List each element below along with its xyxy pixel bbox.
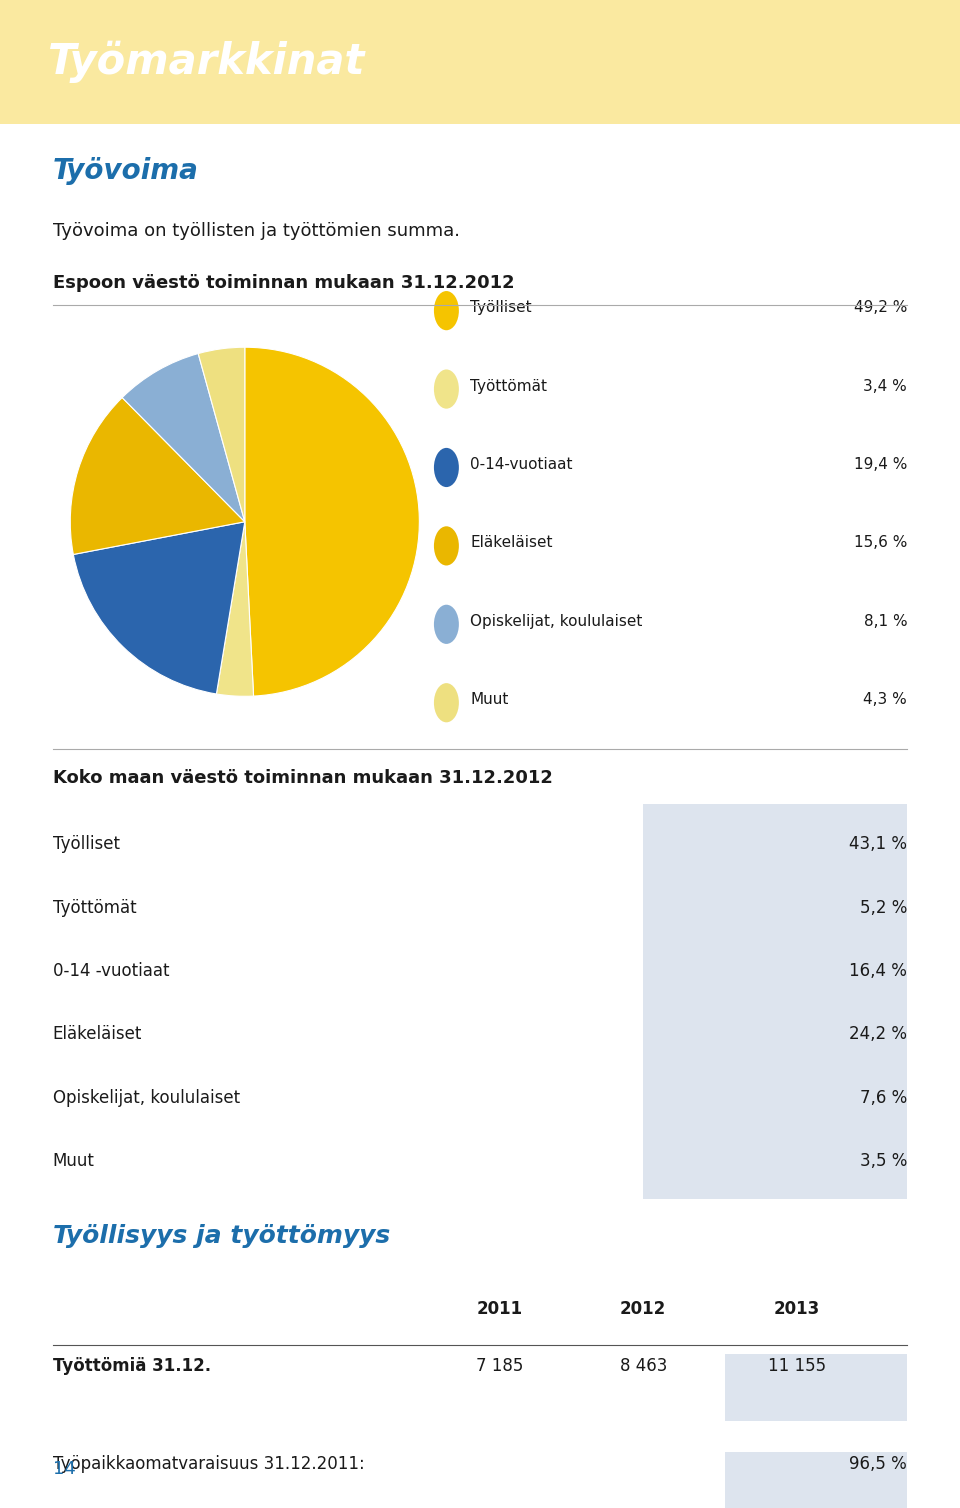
Text: 11 155: 11 155 — [768, 1357, 826, 1375]
Wedge shape — [73, 522, 245, 694]
Text: 5,2 %: 5,2 % — [860, 899, 907, 917]
Text: Työlliset: Työlliset — [470, 300, 532, 315]
Wedge shape — [122, 353, 245, 522]
Text: 2011: 2011 — [476, 1300, 522, 1318]
Text: 2012: 2012 — [620, 1300, 666, 1318]
Text: 49,2 %: 49,2 % — [853, 300, 907, 315]
Wedge shape — [198, 347, 245, 522]
Text: Muut: Muut — [53, 1152, 95, 1170]
Text: 24,2 %: 24,2 % — [850, 1025, 907, 1044]
Text: Työlliset: Työlliset — [53, 835, 120, 854]
Text: 8,1 %: 8,1 % — [864, 614, 907, 629]
Text: 14: 14 — [53, 1460, 76, 1478]
Text: 8 463: 8 463 — [619, 1357, 667, 1375]
Text: Työvoima on työllisten ja työttömien summa.: Työvoima on työllisten ja työttömien sum… — [53, 222, 460, 240]
Wedge shape — [245, 347, 420, 697]
Text: 2013: 2013 — [774, 1300, 820, 1318]
Text: 3,4 %: 3,4 % — [863, 379, 907, 394]
Text: Työmarkkinat: Työmarkkinat — [48, 41, 365, 83]
Text: 0-14-vuotiaat: 0-14-vuotiaat — [470, 457, 573, 472]
Text: Eläkeläiset: Eläkeläiset — [53, 1025, 142, 1044]
Text: 3,5 %: 3,5 % — [860, 1152, 907, 1170]
Text: 96,5 %: 96,5 % — [850, 1455, 907, 1473]
Text: 43,1 %: 43,1 % — [850, 835, 907, 854]
Text: Työttömiä 31.12.: Työttömiä 31.12. — [53, 1357, 211, 1375]
Text: Työvoima: Työvoima — [53, 157, 199, 185]
Text: 4,3 %: 4,3 % — [863, 692, 907, 707]
Text: Eläkeläiset: Eläkeläiset — [470, 535, 553, 550]
Text: Työttömät: Työttömät — [53, 899, 136, 917]
Text: Työttömät: Työttömät — [470, 379, 547, 394]
Text: Espoon väestö toiminnan mukaan 31.12.2012: Espoon väestö toiminnan mukaan 31.12.201… — [53, 274, 515, 293]
Wedge shape — [216, 522, 253, 697]
Text: Muut: Muut — [470, 692, 509, 707]
Text: 7,6 %: 7,6 % — [860, 1089, 907, 1107]
Text: Opiskelijat, koululaiset: Opiskelijat, koululaiset — [53, 1089, 240, 1107]
Text: 7 185: 7 185 — [475, 1357, 523, 1375]
Text: Työpaikkaomatvaraisuus 31.12.2011:: Työpaikkaomatvaraisuus 31.12.2011: — [53, 1455, 365, 1473]
Text: 19,4 %: 19,4 % — [853, 457, 907, 472]
Text: Koko maan väestö toiminnan mukaan 31.12.2012: Koko maan väestö toiminnan mukaan 31.12.… — [53, 769, 553, 787]
Text: Työllisyys ja työttömyys: Työllisyys ja työttömyys — [53, 1224, 390, 1249]
Text: 15,6 %: 15,6 % — [853, 535, 907, 550]
Text: 0-14 -vuotiaat: 0-14 -vuotiaat — [53, 962, 169, 980]
Text: 16,4 %: 16,4 % — [850, 962, 907, 980]
Wedge shape — [70, 398, 245, 555]
Text: Opiskelijat, koululaiset: Opiskelijat, koululaiset — [470, 614, 643, 629]
